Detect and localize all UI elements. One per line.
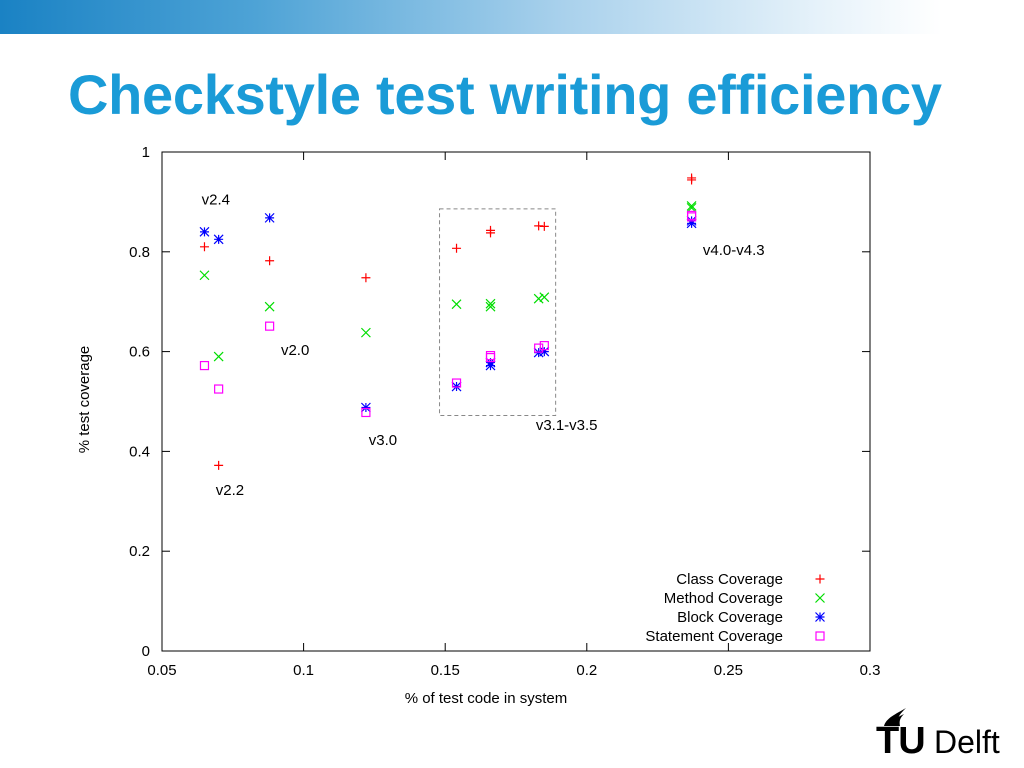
class-coverage-point [361,273,371,283]
block-coverage-point [485,357,496,368]
version-annotation: v3.0 [369,432,397,449]
statement-coverage-point [485,350,496,361]
version-annotation: v2.0 [281,342,309,359]
block-coverage-point [360,402,371,413]
x-tick-label: 0.2 [576,662,597,679]
y-axis-label: % test coverage [76,346,93,454]
class-coverage-point [199,242,209,252]
statement-coverage-point [265,321,275,331]
version-annotation: v2.2 [216,482,244,499]
statement-coverage-point [686,212,697,222]
statement-coverage-point [534,343,544,353]
top-gradient-bar [0,0,1024,34]
x-tick-label: 0.1 [293,662,314,679]
legend-entry-marker [815,593,825,603]
block-coverage-point [539,346,550,357]
statement-coverage-point [214,384,224,394]
statement-coverage-point [361,407,371,418]
method-coverage-point [360,327,371,338]
statement-coverage-point [451,378,462,388]
version-annotation: v4.0-v4.3 [703,242,765,259]
method-coverage-point [213,351,224,362]
x-tick-label: 0.15 [431,662,460,679]
flame-icon [884,708,906,726]
y-tick-label: 1 [142,144,150,161]
y-tick-label: 0.2 [129,543,150,560]
x-axis-label: % of test code in system [405,690,568,707]
legend-entry-label: Statement Coverage [645,628,783,645]
class-coverage-point [214,460,224,470]
legend-entry-label: Block Coverage [677,609,783,626]
method-coverage-point [485,301,496,312]
method-coverage-point [451,299,462,310]
statement-coverage-point [539,341,549,351]
y-tick-label: 0.4 [129,443,150,460]
class-coverage-point [486,225,496,235]
version-annotation: v2.4 [202,191,230,208]
block-coverage-point [199,226,210,237]
method-coverage-point [199,270,210,281]
block-coverage-point [213,234,224,245]
block-coverage-point [264,212,275,223]
x-tick-label: 0.25 [714,662,743,679]
version-annotation: v3.1-v3.5 [536,417,598,434]
method-coverage-point [539,292,550,303]
class-coverage-point [539,221,549,231]
highlight-box [439,208,557,416]
slide-title: Checkstyle test writing efficiency [68,63,942,126]
method-coverage-point [485,298,496,309]
y-tick-label: 0 [142,643,150,660]
y-tick-label: 0.6 [129,344,150,361]
statement-coverage-point [199,360,210,371]
legend-entry-marker [815,631,825,641]
logo-delft-text: Delft [934,724,1000,760]
legend-entry-label: Method Coverage [664,590,783,607]
legend-entry-label: Class Coverage [676,571,783,588]
method-coverage-point [686,200,697,211]
method-coverage-point [264,301,275,312]
class-coverage-point [452,243,462,253]
class-coverage-point [265,256,275,266]
x-tick-label: 0.05 [147,662,176,679]
tudelft-logo: TU Delft [876,706,1016,762]
logo-tu-text: TU [876,720,926,762]
x-tick-label: 0.3 [860,662,881,679]
class-coverage-point [687,175,697,185]
legend-entry-marker [815,612,825,622]
plot-frame [161,151,871,652]
y-tick-label: 0.8 [129,244,150,261]
legend-entry-marker [815,574,825,584]
method-coverage-point [533,293,544,304]
